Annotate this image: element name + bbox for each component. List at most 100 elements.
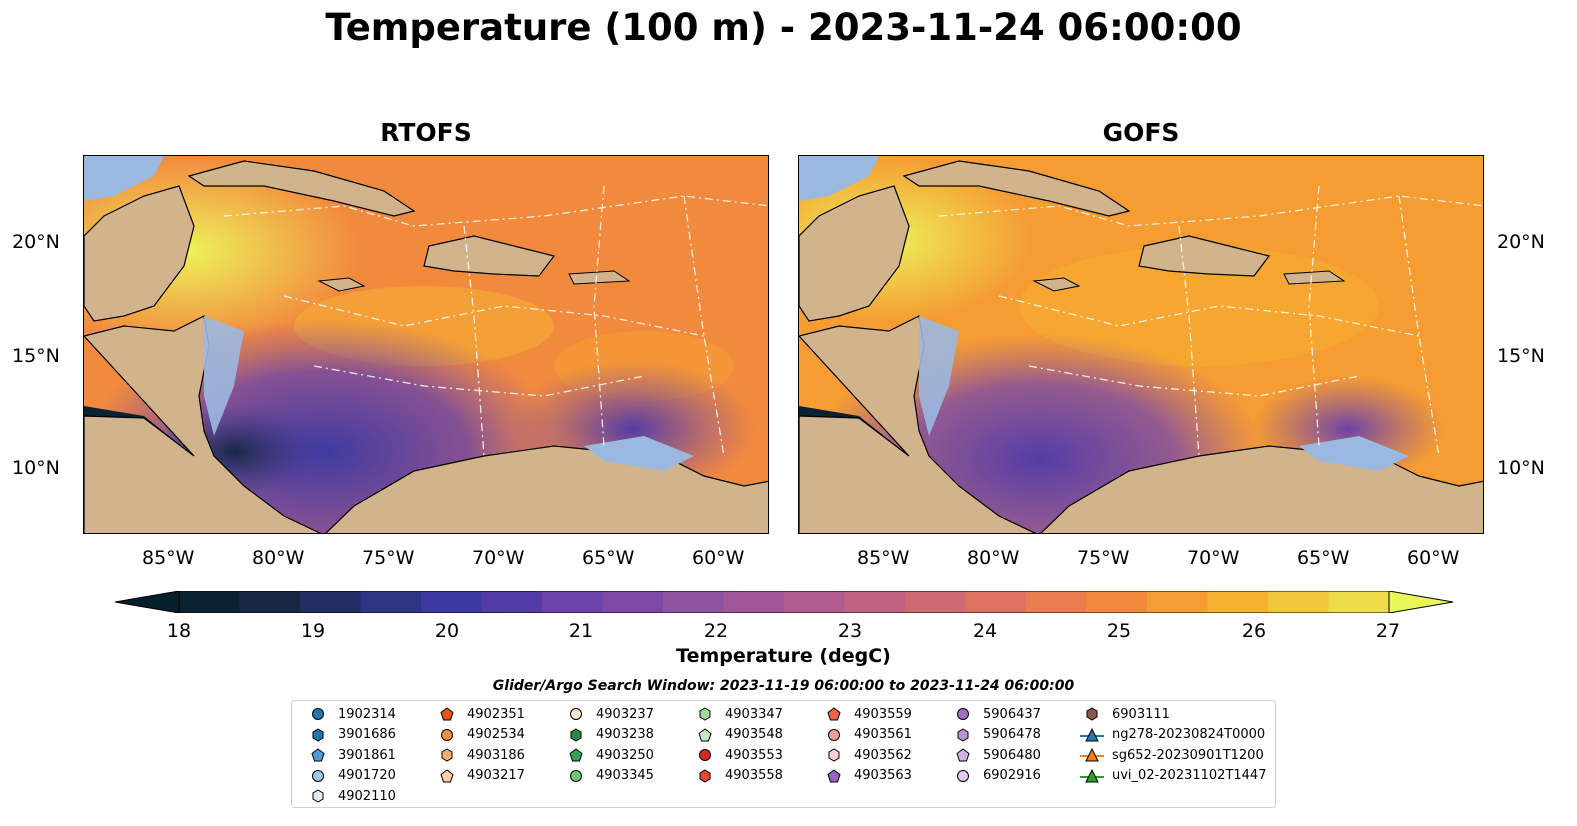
legend-item: uvi_02-20231102T1447 — [1080, 767, 1266, 785]
legend-item-label: sg652-20230901T1200 — [1112, 747, 1264, 763]
colorbar-segment — [1268, 591, 1329, 613]
colorbar-segment — [723, 591, 785, 613]
legend-item-label: 4903553 — [725, 747, 783, 763]
lon-tick-label: 75°W — [1077, 547, 1130, 569]
legend-item-label: 4901720 — [338, 768, 396, 783]
legend-item: 4901720 — [306, 767, 396, 785]
lat-tick-label: 20°N — [1497, 231, 1545, 253]
lon-tick-label: 65°W — [582, 547, 635, 569]
lon-tick-label: 85°W — [142, 547, 195, 569]
colorbar-segment — [542, 591, 603, 613]
colorbar-tick-label: 25 — [1106, 620, 1132, 642]
legend-item: 4903559 — [822, 705, 912, 723]
colorbar-segment — [1086, 591, 1148, 613]
map-canvas-rtofs — [84, 156, 768, 533]
legend-item-label: 3901861 — [338, 747, 396, 763]
colorbar-tick-label: 22 — [703, 620, 729, 642]
legend-item: 3901686 — [306, 726, 396, 744]
colorbar-segment — [784, 591, 845, 613]
legend-item-label: 4903562 — [854, 747, 912, 763]
colorbar-segment — [481, 591, 543, 613]
legend-item-label: 4903347 — [725, 706, 783, 722]
legend-item-label: 4903563 — [854, 768, 912, 783]
legend-item-label: 4903238 — [596, 727, 654, 742]
map-panel-gofs — [798, 155, 1484, 534]
legend-item: sg652-20230901T1200 — [1080, 746, 1264, 764]
legend-item: 4903553 — [693, 746, 783, 764]
legend-item: 4903562 — [822, 746, 912, 764]
colorbar-label: Temperature (degC) — [676, 645, 891, 667]
colorbar-segment — [965, 591, 1027, 613]
colorbar-tick-label: 23 — [837, 620, 863, 642]
legend-item: 5906437 — [951, 705, 1041, 723]
colorbar-segment — [360, 591, 422, 613]
colorbar-frame — [178, 591, 1390, 613]
figure-title: Temperature (100 m) - 2023-11-24 06:00:0… — [325, 6, 1242, 49]
legend-item-label: 1902314 — [338, 706, 396, 722]
panel-title-rtofs: RTOFS — [380, 118, 472, 147]
legend-item-label: 4903186 — [467, 747, 525, 763]
legend-item-label: 4902534 — [467, 727, 525, 742]
legend-item-label: ng278-20230824T0000 — [1112, 727, 1266, 742]
colorbar-segment — [905, 591, 966, 613]
legend-item: 4902351 — [435, 705, 525, 723]
legend-item: 4903345 — [564, 767, 654, 785]
lon-tick-label: 85°W — [857, 547, 910, 569]
colorbar-tick-label: 21 — [568, 620, 594, 642]
colorbar — [115, 591, 1454, 613]
lon-tick-label: 80°W — [967, 547, 1020, 569]
panel-title-gofs: GOFS — [1102, 118, 1180, 147]
map-canvas-gofs — [799, 156, 1483, 533]
lon-tick-label: 75°W — [362, 547, 415, 569]
legend-item-label: uvi_02-20231102T1447 — [1112, 768, 1267, 783]
colorbar-segment — [1147, 591, 1208, 613]
search-window-caption: Glider/Argo Search Window: 2023-11-19 06… — [492, 678, 1075, 694]
lon-tick-label: 60°W — [1407, 547, 1460, 569]
colorbar-tick-label: 26 — [1241, 620, 1267, 642]
lat-tick-label: 15°N — [1497, 345, 1545, 367]
lat-tick-label: 10°N — [12, 457, 60, 479]
legend-item: 4903238 — [564, 726, 654, 744]
legend-item-label: 5906478 — [983, 727, 1041, 742]
legend-item: 5906478 — [951, 726, 1041, 744]
legend-item: ng278-20230824T0000 — [1080, 726, 1265, 744]
legend-item: 4903217 — [435, 767, 525, 785]
legend-item: 4903548 — [693, 726, 783, 744]
colorbar-segment — [602, 591, 664, 613]
legend-item: 4902534 — [435, 726, 525, 744]
legend-item-label: 4903345 — [596, 768, 654, 783]
legend-item-label: 4902110 — [338, 788, 396, 804]
legend-item: 4903347 — [693, 705, 783, 723]
lat-tick-label: 10°N — [1497, 457, 1545, 479]
legend-item: 3901861 — [306, 746, 396, 764]
legend-item-label: 4903559 — [854, 706, 912, 722]
lon-tick-label: 65°W — [1297, 547, 1350, 569]
colorbar-tick-label: 24 — [972, 620, 998, 642]
legend-item-label: 4903561 — [854, 727, 912, 742]
colorbar-segment — [421, 591, 482, 613]
lon-tick-label: 70°W — [1187, 547, 1240, 569]
legend-item-label: 4903548 — [725, 727, 783, 742]
legend-item: 4903558 — [693, 767, 783, 785]
colorbar-over-arrow — [1388, 591, 1454, 613]
colorbar-under-arrow — [115, 591, 180, 613]
legend-item: 4903250 — [564, 746, 654, 764]
colorbar-segment — [179, 591, 240, 613]
legend-item: 4903561 — [822, 726, 912, 744]
legend-item: 4902110 — [306, 787, 396, 805]
legend-item-label: 4903558 — [725, 768, 783, 783]
legend-item-label: 3901686 — [338, 727, 396, 742]
colorbar-segment — [1207, 591, 1269, 613]
colorbar-tick-label: 19 — [300, 620, 326, 642]
legend-item: 4903563 — [822, 767, 912, 785]
colorbar-segment — [1026, 591, 1087, 613]
legend: 1902314 3901686 3901861 4901720 4902110 49023… — [291, 700, 1276, 808]
legend-item: 4903186 — [435, 746, 525, 764]
legend-item: 1902314 — [306, 705, 396, 723]
legend-item-label: 4902351 — [467, 706, 525, 722]
legend-item-label: 4903250 — [596, 747, 654, 763]
colorbar-segment — [844, 591, 906, 613]
legend-item-label: 6902916 — [983, 768, 1041, 783]
map-panel-rtofs — [83, 155, 769, 534]
legend-item: 6903111 — [1080, 705, 1170, 723]
